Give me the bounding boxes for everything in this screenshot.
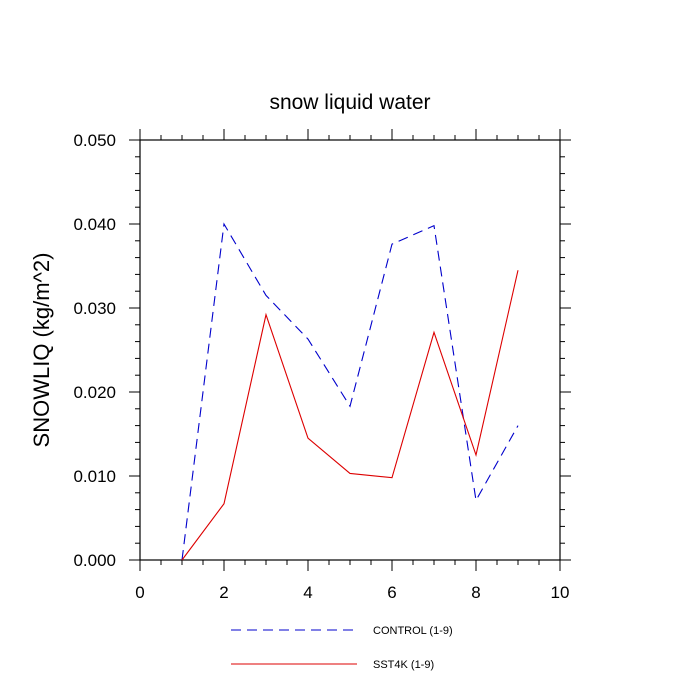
x-tick-label: 6 — [387, 583, 396, 602]
x-tick-label: 2 — [219, 583, 228, 602]
y-tick-label: 0.010 — [73, 467, 116, 486]
legend-label: SST4K (1-9) — [373, 659, 434, 671]
plot-frame — [139, 139, 561, 561]
x-tick-label: 10 — [551, 583, 570, 602]
x-tick-label: 4 — [303, 583, 312, 602]
series-layer — [181, 222, 519, 561]
x-tick-label: 0 — [135, 583, 144, 602]
legend-label: CONTROL (1-9) — [373, 625, 453, 637]
y-tick-label: 0.030 — [73, 299, 116, 318]
y-tick-label: 0.050 — [73, 131, 116, 150]
series-line-sst4k — [181, 270, 519, 561]
y-axis-label: SNOWLIQ (kg/m^2) — [29, 253, 54, 448]
legend: CONTROL (1-9) SST4K (1-9) — [231, 625, 453, 671]
y-tick-label: 0.000 — [73, 551, 116, 570]
y-tick-label: 0.020 — [73, 383, 116, 402]
chart-title: snow liquid water — [269, 91, 430, 114]
series-line-control — [181, 222, 519, 561]
axes-layer: 0 2 4 6 8 10 0.000 0.010 0.020 0.030 0.040 0.050 — [73, 129, 571, 602]
y-tick-label: 0.040 — [73, 215, 116, 234]
x-tick-label: 8 — [471, 583, 480, 602]
